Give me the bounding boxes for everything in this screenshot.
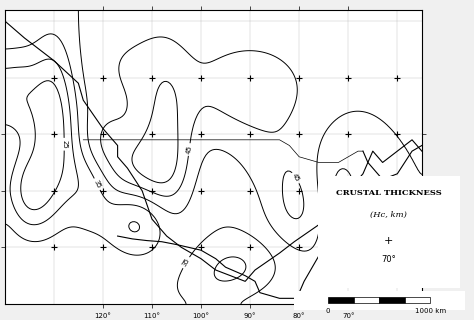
Text: 25: 25 xyxy=(61,140,67,148)
Bar xyxy=(354,297,379,303)
Text: CRUSTAL THICKNESS: CRUSTAL THICKNESS xyxy=(336,189,442,197)
Text: 1000 km: 1000 km xyxy=(415,308,446,315)
Text: 45: 45 xyxy=(291,172,301,183)
Text: (Hc, km): (Hc, km) xyxy=(370,211,407,219)
Text: 0: 0 xyxy=(326,308,330,315)
Text: 35: 35 xyxy=(92,179,102,189)
Text: 35: 35 xyxy=(331,197,339,207)
Text: 70°: 70° xyxy=(381,255,396,265)
Bar xyxy=(405,297,430,303)
Text: 45: 45 xyxy=(186,145,193,154)
Text: 35: 35 xyxy=(181,257,191,268)
Bar xyxy=(328,297,354,303)
Text: +: + xyxy=(384,236,393,246)
Bar xyxy=(379,297,405,303)
